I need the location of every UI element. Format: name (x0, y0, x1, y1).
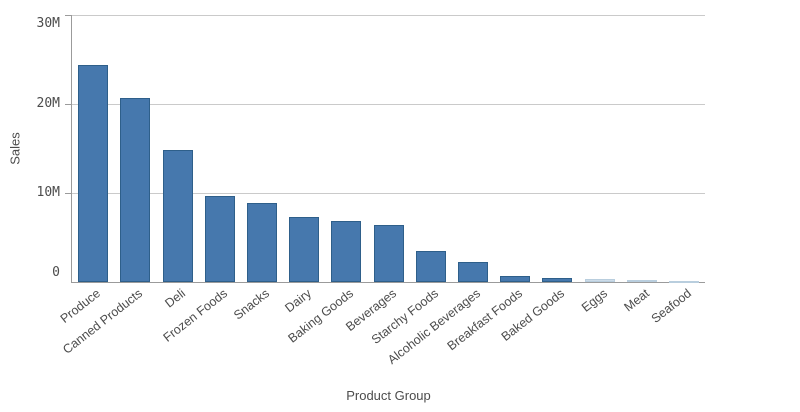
y-tick-label-0: 0 (52, 264, 60, 280)
bar-breakfast-foods[interactable] (500, 276, 531, 283)
y-tick-label-10m: 10M (36, 184, 60, 200)
y-tick-label-20m: 20M (36, 95, 60, 111)
y-axis-tick (65, 103, 71, 105)
bar-dairy[interactable] (289, 216, 320, 283)
y-axis-line (71, 15, 72, 283)
bar-baked-goods[interactable] (542, 277, 573, 283)
y-axis-title: Sales (7, 132, 23, 165)
gridline-30m (72, 15, 705, 16)
bar-meat[interactable] (626, 280, 657, 283)
bar-snacks[interactable] (246, 203, 277, 283)
bar-baking-goods[interactable] (331, 221, 362, 283)
gridline-10m (72, 192, 705, 194)
y-tick-label-30m: 30M (36, 16, 60, 31)
bar-seafood[interactable] (668, 280, 699, 283)
bar-deli[interactable] (162, 150, 193, 283)
bar-frozen-foods[interactable] (204, 196, 235, 283)
y-axis-tick (65, 15, 71, 16)
bar-beverages[interactable] (373, 224, 404, 283)
bar-alcoholic-beverages[interactable] (457, 261, 488, 283)
bar-canned-products[interactable] (120, 97, 151, 283)
x-axis-title: Product Group (346, 388, 431, 403)
bar-starchy-foods[interactable] (415, 251, 446, 283)
bar-eggs[interactable] (584, 278, 615, 283)
bar-produce[interactable] (78, 64, 109, 283)
gridline-20m (72, 103, 705, 105)
y-axis-tick (65, 192, 71, 194)
